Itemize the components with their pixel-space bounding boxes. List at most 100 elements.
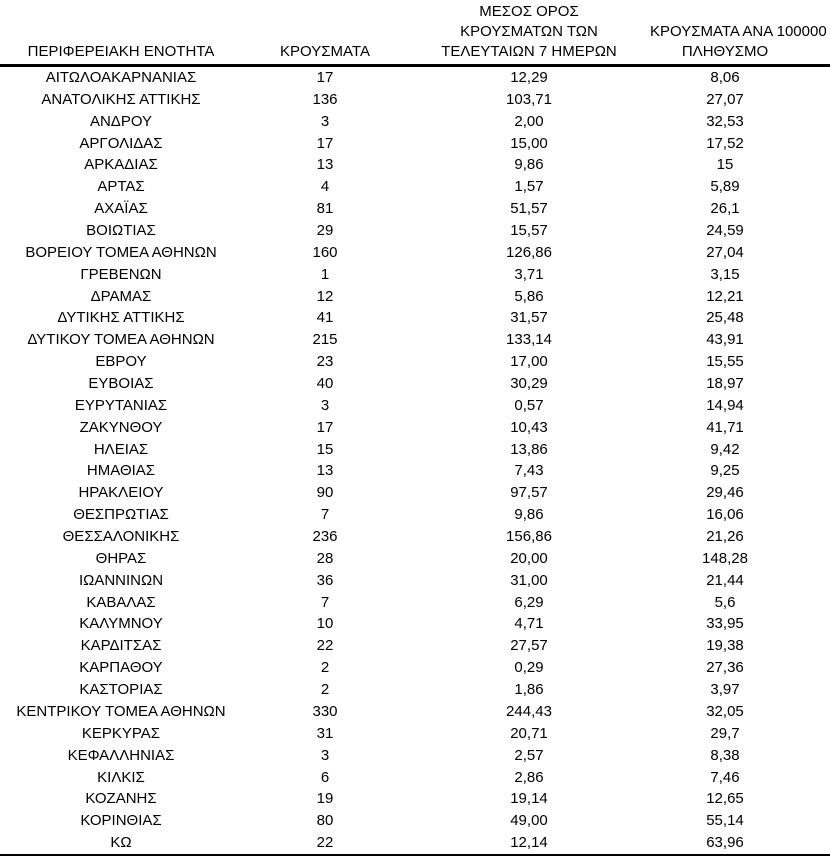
cell-7day-average: 0,57 — [514, 396, 544, 414]
cell-7day-average: 27,57 — [510, 637, 548, 655]
cell-regional-unit: ΚΟΡΙΝΘΙΑΣ — [80, 812, 162, 830]
table-row: ΙΩΑΝΝΙΝΩΝ 36 31,00 21,44 — [0, 570, 830, 592]
cell-7day-average: 5,86 — [514, 287, 544, 305]
cell-regional-unit: ΒΟΙΩΤΙΑΣ — [86, 222, 156, 240]
cell-7day-average: 19,14 — [510, 790, 548, 808]
cell-cases-per-100k: 12,65 — [706, 790, 744, 808]
cell-cases-per-100k: 32,05 — [706, 702, 744, 720]
table-row: ΚΕΡΚΥΡΑΣ 31 20,71 29,7 — [0, 723, 830, 745]
cell-cases-per-100k: 9,25 — [710, 462, 740, 480]
cell-7day-average: 0,29 — [514, 659, 544, 677]
table-row: ΚΑΛΥΜΝΟΥ 10 4,71 33,95 — [0, 613, 830, 635]
cell-regional-unit: ΔΡΑΜΑΣ — [90, 287, 152, 305]
cell-regional-unit: ΖΑΚΥΝΘΟΥ — [79, 418, 163, 436]
cell-7day-average: 2,00 — [514, 112, 544, 130]
cell-regional-unit: ΕΥΒΟΙΑΣ — [88, 375, 154, 393]
cell-7day-average: 6,29 — [514, 593, 544, 611]
cell-cases: 22 — [316, 637, 334, 655]
cell-regional-unit: ΑΙΤΩΛΟΑΚΑΡΝΑΝΙΑΣ — [45, 69, 197, 86]
cell-cases: 1 — [320, 265, 330, 283]
cell-cases-per-100k: 41,71 — [706, 418, 744, 436]
cell-regional-unit: ΒΟΡΕΙΟΥ ΤΟΜΕΑ ΑΘΗΝΩΝ — [25, 243, 217, 261]
cell-regional-unit: ΙΩΑΝΝΙΝΩΝ — [78, 571, 164, 589]
table-row: ΑΧΑΪΑΣ 81 51,57 26,1 — [0, 198, 830, 220]
cell-cases-per-100k: 16,06 — [706, 506, 744, 524]
table-row: ΘΕΣΠΡΩΤΙΑΣ 7 9,86 16,06 — [0, 504, 830, 526]
table-row: ΕΒΡΟΥ 23 17,00 15,55 — [0, 351, 830, 373]
cell-7day-average: 1,57 — [514, 178, 544, 196]
cell-cases: 40 — [316, 375, 334, 393]
cell-cases-per-100k: 3,97 — [710, 681, 740, 699]
cell-cases-per-100k: 18,97 — [706, 375, 744, 393]
cell-7day-average: 2,57 — [514, 746, 544, 764]
cell-cases: 215 — [312, 331, 338, 349]
cell-cases: 236 — [312, 528, 338, 546]
cell-cases-per-100k: 17,52 — [706, 134, 744, 152]
table-row: ΚΟΡΙΝΘΙΑΣ 80 49,00 55,14 — [0, 810, 830, 832]
cell-cases: 29 — [316, 222, 334, 240]
cell-7day-average: 2,86 — [514, 768, 544, 786]
cell-cases-per-100k: 19,38 — [706, 637, 744, 655]
cell-cases: 3 — [320, 396, 330, 414]
cell-7day-average: 15,57 — [510, 222, 548, 240]
cell-cases-per-100k: 26,1 — [710, 200, 740, 218]
cell-7day-average: 9,86 — [514, 156, 544, 174]
table-row: ΘΕΣΣΑΛΟΝΙΚΗΣ 236 156,86 21,26 — [0, 526, 830, 548]
cell-7day-average: 126,86 — [506, 243, 552, 261]
cell-regional-unit: ΑΝΑΤΟΛΙΚΗΣ ΑΤΤΙΚΗΣ — [41, 90, 201, 108]
cell-regional-unit: ΚΩ — [110, 834, 132, 852]
cell-cases-per-100k: 24,59 — [706, 222, 744, 240]
cell-regional-unit: ΚΑΛΥΜΝΟΥ — [79, 615, 163, 633]
cell-regional-unit: ΚΑΡΠΑΘΟΥ — [79, 659, 163, 677]
header-row: ΠΕΡΙΦΕΡΕΙΑΚΗ ΕΝΟΤΗΤΑ ΚΡΟΥΣΜΑΤΑ ΜΕΣΟΣ ΟΡΟ… — [0, 0, 830, 67]
cell-cases-per-100k: 25,48 — [706, 309, 744, 327]
cell-cases-per-100k: 27,36 — [706, 659, 744, 677]
table-row: ΕΥΒΟΙΑΣ 40 30,29 18,97 — [0, 373, 830, 395]
cell-regional-unit: ΗΜΑΘΙΑΣ — [86, 462, 156, 480]
table-header: ΠΕΡΙΦΕΡΕΙΑΚΗ ΕΝΟΤΗΤΑ ΚΡΟΥΣΜΑΤΑ ΜΕΣΟΣ ΟΡΟ… — [0, 0, 830, 67]
cell-cases-per-100k: 8,06 — [710, 69, 740, 86]
cell-7day-average: 31,00 — [510, 571, 548, 589]
col-header-regional-unit: ΠΕΡΙΦΕΡΕΙΑΚΗ ΕΝΟΤΗΤΑ — [0, 0, 242, 67]
cell-cases: 80 — [316, 812, 334, 830]
cell-cases: 13 — [316, 156, 334, 174]
table-row: ΒΟΙΩΤΙΑΣ 29 15,57 24,59 — [0, 220, 830, 242]
cell-cases: 160 — [312, 243, 338, 261]
cell-cases-per-100k: 33,95 — [706, 615, 744, 633]
cell-regional-unit: ΗΛΕΙΑΣ — [93, 440, 149, 458]
table-row: ΑΝΔΡΟΥ 3 2,00 32,53 — [0, 111, 830, 133]
col-header-cases-per-100k: ΚΡΟΥΣΜΑΤΑ ΑΝΑ 100000 ΠΛΗΘΥΣΜΟ — [650, 0, 830, 67]
cell-7day-average: 156,86 — [506, 528, 552, 546]
table-row: ΘΗΡΑΣ 28 20,00 148,28 — [0, 548, 830, 570]
cell-regional-unit: ΕΥΡΥΤΑΝΙΑΣ — [74, 396, 168, 414]
cell-cases-per-100k: 27,07 — [706, 90, 744, 108]
cell-cases-per-100k: 5,6 — [714, 593, 736, 611]
cell-cases-per-100k: 32,53 — [706, 112, 744, 130]
cell-regional-unit: ΗΡΑΚΛΕΙΟΥ — [78, 484, 164, 502]
table-row: ΓΡΕΒΕΝΩΝ 1 3,71 3,15 — [0, 264, 830, 286]
cell-cases-per-100k: 63,96 — [706, 834, 744, 852]
cell-regional-unit: ΘΗΡΑΣ — [95, 549, 147, 567]
cell-cases-per-100k: 29,46 — [706, 484, 744, 502]
table-row: ΔΡΑΜΑΣ 12 5,86 12,21 — [0, 286, 830, 308]
cell-cases: 2 — [320, 681, 330, 699]
cell-regional-unit: ΚΕΡΚΥΡΑΣ — [81, 724, 161, 742]
table-row: ΗΛΕΙΑΣ 15 13,86 9,42 — [0, 439, 830, 461]
table-row: ΚΕΝΤΡΙΚΟΥ ΤΟΜΕΑ ΑΘΗΝΩΝ 330 244,43 32,05 — [0, 701, 830, 723]
table-row: ΑΡΓΟΛΙΔΑΣ 17 15,00 17,52 — [0, 133, 830, 155]
table-row: ΒΟΡΕΙΟΥ ΤΟΜΕΑ ΑΘΗΝΩΝ 160 126,86 27,04 — [0, 242, 830, 264]
cell-cases: 90 — [316, 484, 334, 502]
cell-cases-per-100k: 7,46 — [710, 768, 740, 786]
cell-regional-unit: ΚΑΡΔΙΤΣΑΣ — [80, 637, 162, 655]
table-row: ΚΕΦΑΛΛΗΝΙΑΣ 3 2,57 8,38 — [0, 745, 830, 767]
table-row: ΚΑΣΤΟΡΙΑΣ 2 1,86 3,97 — [0, 679, 830, 701]
cell-cases: 136 — [312, 90, 338, 108]
cell-cases-per-100k: 55,14 — [706, 812, 744, 830]
table-row: ΚΩ 22 12,14 63,96 — [0, 832, 830, 855]
cell-regional-unit: ΔΥΤΙΚΗΣ ΑΤΤΙΚΗΣ — [57, 309, 185, 327]
table-row: ΔΥΤΙΚΗΣ ΑΤΤΙΚΗΣ 41 31,57 25,48 — [0, 307, 830, 329]
cell-7day-average: 4,71 — [514, 615, 544, 633]
cell-7day-average: 31,57 — [510, 309, 548, 327]
